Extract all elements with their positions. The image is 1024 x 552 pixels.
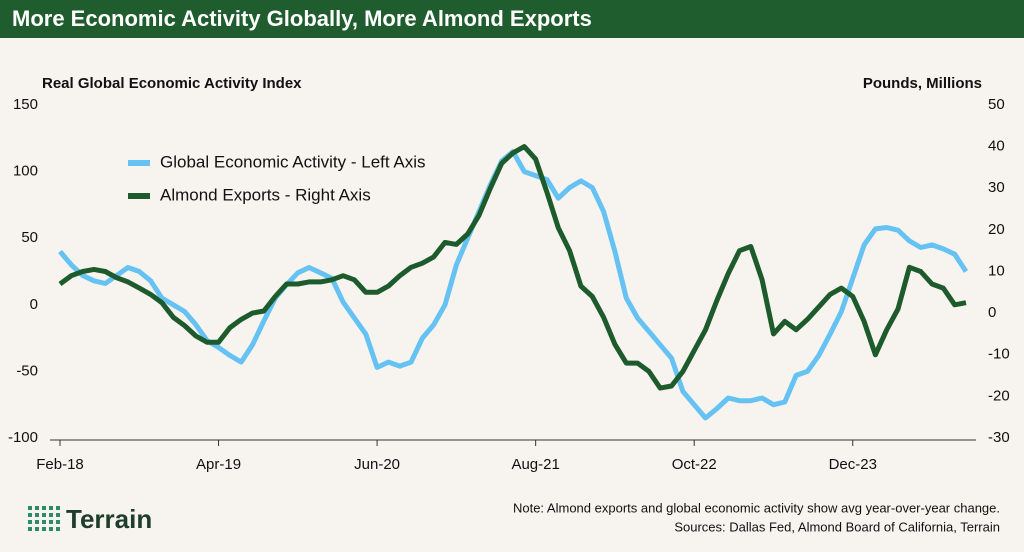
y2-tick-label: 30 <box>988 179 1005 196</box>
chart-title: More Economic Activity Globally, More Al… <box>0 0 1024 38</box>
y2-axis-label: Pounds, Millions <box>863 75 982 92</box>
x-tick-label: Aug-21 <box>511 456 559 473</box>
y2-tick-label: 40 <box>988 138 1005 155</box>
y2-tick-label: 50 <box>988 96 1005 113</box>
x-tick-label: Jun-20 <box>354 456 400 473</box>
legend-label: Almond Exports - Right Axis <box>160 185 371 204</box>
legend-label: Global Economic Activity - Left Axis <box>160 152 426 171</box>
y-tick-label: 0 <box>30 296 38 313</box>
x-tick-label: Oct-22 <box>672 456 717 473</box>
y2-tick-label: -20 <box>988 387 1010 404</box>
y2-tick-label: 10 <box>988 262 1005 279</box>
note: Note: Almond exports and global economic… <box>513 500 1000 515</box>
x-tick-label: Dec-23 <box>829 456 877 473</box>
y-axis-label: Real Global Economic Activity Index <box>42 75 302 92</box>
y-tick-label: 150 <box>13 96 38 113</box>
y2-tick-label: 0 <box>988 304 996 321</box>
x-tick-label: Apr-19 <box>196 456 241 473</box>
y-tick-label: 100 <box>13 163 38 180</box>
y-tick-label: -50 <box>16 362 38 379</box>
y2-tick-label: -10 <box>988 346 1010 363</box>
logo-dots <box>28 506 60 531</box>
series-line <box>58 144 967 391</box>
x-tick-label: Feb-18 <box>36 456 84 473</box>
logo: Terrain <box>66 504 152 534</box>
y2-tick-label: -30 <box>988 429 1010 446</box>
y-tick-label: 50 <box>21 229 38 246</box>
y2-tick-label: 20 <box>988 221 1005 238</box>
y-tick-label: -100 <box>8 429 38 446</box>
sources: Sources: Dallas Fed, Almond Board of Cal… <box>674 519 1000 534</box>
